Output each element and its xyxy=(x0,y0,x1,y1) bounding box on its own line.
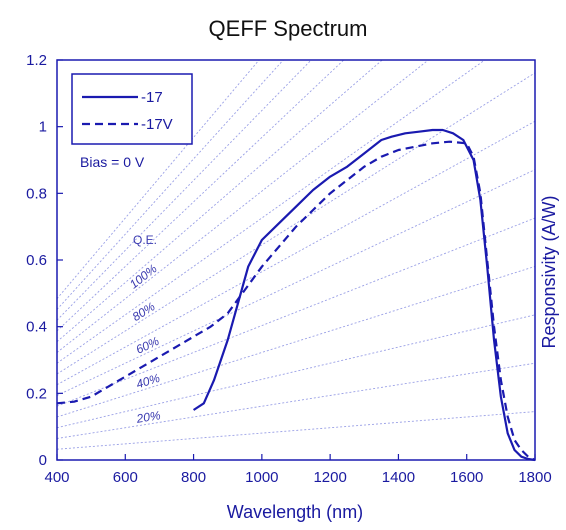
qe-reference-line xyxy=(57,60,383,343)
y-tick-label: 0.6 xyxy=(26,252,47,269)
qe-reference-line xyxy=(57,411,535,450)
y-axis-label: Responsivity (A/W) xyxy=(539,195,559,348)
qe-label: 60% xyxy=(134,334,162,357)
qe-reference-line xyxy=(57,120,535,386)
y-tick-label: 1.2 xyxy=(26,52,47,69)
legend-label-17v: -17V xyxy=(141,116,173,133)
x-tick-label: 800 xyxy=(181,469,206,486)
qe-reference-line xyxy=(57,314,535,429)
qe-reference-line xyxy=(57,60,345,332)
x-tick-label: 1000 xyxy=(245,469,278,486)
series-layer xyxy=(56,128,536,462)
y-axis-ticks: 0 0.2 0.4 0.6 0.8 1 1.2 xyxy=(26,52,63,469)
x-axis-ticks: 400 600 800 1000 1200 1400 1600 1800 xyxy=(44,454,552,486)
x-tick-label: 1200 xyxy=(313,469,346,486)
qe-reference-line xyxy=(57,169,535,396)
bias-annotation: Bias = 0 V xyxy=(80,154,145,170)
series-line-17 xyxy=(192,128,536,462)
qe-reference-line xyxy=(57,362,535,439)
legend: -17 -17V xyxy=(71,73,193,145)
x-tick-label: 1400 xyxy=(382,469,415,486)
y-tick-label: 0.8 xyxy=(26,185,47,202)
qe-reference-lines xyxy=(57,60,535,450)
legend-box xyxy=(71,73,193,145)
qe-label: 100% xyxy=(127,261,160,291)
x-tick-label: 600 xyxy=(113,469,138,486)
legend-label-17: -17 xyxy=(141,89,163,106)
qe-label: 80% xyxy=(130,299,158,324)
qe-reference-line xyxy=(57,60,430,353)
y-tick-label: 0.4 xyxy=(26,319,47,336)
x-axis-label: Wavelength (nm) xyxy=(227,502,363,522)
qe-title: Q.E. xyxy=(133,233,157,247)
x-tick-label: 1600 xyxy=(450,469,483,486)
qe-reference-line xyxy=(57,217,535,407)
y-tick-label: 0.2 xyxy=(26,385,47,402)
qe-reference-line xyxy=(57,60,486,364)
qe-label: 40% xyxy=(134,371,161,392)
chart-title: QEFF Spectrum xyxy=(209,16,368,41)
qe-label: 20% xyxy=(135,408,162,426)
series-line-17v xyxy=(56,140,536,461)
qe-reference-line xyxy=(57,265,535,418)
y-tick-label: 1 xyxy=(39,119,47,136)
x-tick-label: 400 xyxy=(44,469,69,486)
y-tick-label: 0 xyxy=(39,452,47,469)
qe-reference-line xyxy=(57,60,260,299)
x-tick-label: 1800 xyxy=(518,469,551,486)
